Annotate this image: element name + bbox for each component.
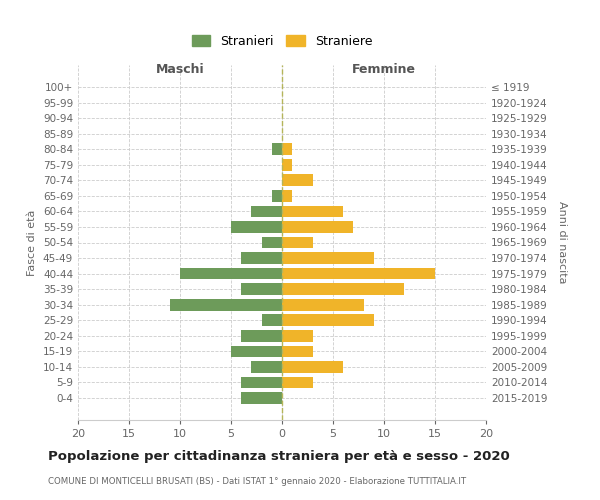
Bar	[241, 284, 282, 295]
Bar	[282, 284, 404, 295]
Bar	[241, 376, 282, 388]
Bar	[241, 330, 282, 342]
Bar	[262, 314, 282, 326]
Bar	[282, 236, 313, 248]
Bar	[272, 190, 282, 202]
Bar	[282, 252, 374, 264]
Bar	[282, 346, 313, 357]
Bar	[251, 206, 282, 217]
Bar	[241, 392, 282, 404]
Y-axis label: Fasce di età: Fasce di età	[28, 210, 37, 276]
Bar	[282, 361, 343, 373]
Bar	[231, 221, 282, 233]
Bar	[282, 206, 343, 217]
Bar	[282, 268, 435, 280]
Legend: Stranieri, Straniere: Stranieri, Straniere	[185, 28, 379, 54]
Bar	[282, 314, 374, 326]
Bar	[231, 346, 282, 357]
Text: COMUNE DI MONTICELLI BRUSATI (BS) - Dati ISTAT 1° gennaio 2020 - Elaborazione TU: COMUNE DI MONTICELLI BRUSATI (BS) - Dati…	[48, 478, 466, 486]
Text: Popolazione per cittadinanza straniera per età e sesso - 2020: Popolazione per cittadinanza straniera p…	[48, 450, 510, 463]
Bar	[282, 376, 313, 388]
Bar	[282, 159, 292, 170]
Bar	[282, 190, 292, 202]
Bar	[282, 221, 353, 233]
Bar	[282, 330, 313, 342]
Bar	[282, 299, 364, 310]
Text: Femmine: Femmine	[352, 63, 416, 76]
Bar	[170, 299, 282, 310]
Bar	[272, 144, 282, 155]
Bar	[251, 361, 282, 373]
Bar	[262, 236, 282, 248]
Text: Maschi: Maschi	[155, 63, 205, 76]
Bar	[282, 144, 292, 155]
Y-axis label: Anni di nascita: Anni di nascita	[557, 201, 567, 284]
Bar	[282, 174, 313, 186]
Bar	[180, 268, 282, 280]
Bar	[241, 252, 282, 264]
